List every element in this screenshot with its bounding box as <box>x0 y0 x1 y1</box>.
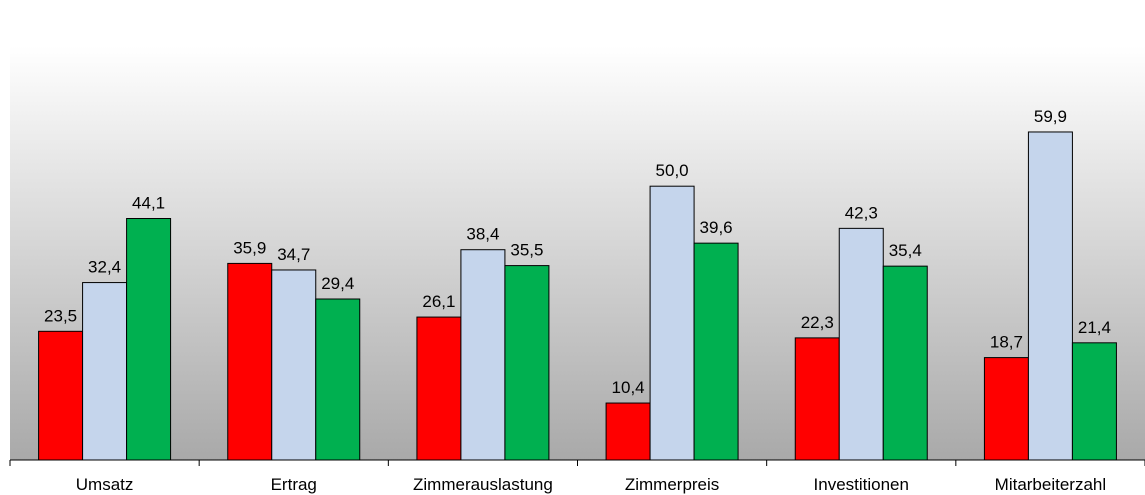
bar <box>794 337 840 461</box>
bar <box>882 265 928 461</box>
bar <box>693 242 739 461</box>
x-tick-label: Zimmerpreis <box>625 475 719 494</box>
bar <box>1027 131 1073 461</box>
bar <box>315 298 361 461</box>
bar <box>983 357 1029 461</box>
value-label: 59,9 <box>1034 107 1067 126</box>
value-label: 34,7 <box>277 245 310 264</box>
value-label: 35,9 <box>233 238 266 257</box>
value-label: 21,4 <box>1078 318 1111 337</box>
x-tick-label: Umsatz <box>76 475 134 494</box>
value-label: 35,4 <box>889 241 922 260</box>
bar <box>1071 342 1117 461</box>
bar <box>38 330 84 461</box>
bar <box>227 262 273 461</box>
bar <box>271 269 317 461</box>
bar <box>82 282 128 461</box>
bar <box>460 249 506 461</box>
bar <box>126 218 172 461</box>
value-label: 26,1 <box>422 292 455 311</box>
x-tick-label: Mitarbeiterzahl <box>995 475 1107 494</box>
x-tick-label: Investitionen <box>814 475 909 494</box>
value-label: 38,4 <box>466 225 499 244</box>
bar <box>416 316 462 461</box>
plot-background <box>10 0 1145 460</box>
value-label: 10,4 <box>612 378 645 397</box>
value-label: 29,4 <box>321 274 354 293</box>
bar <box>504 265 550 461</box>
x-tick-label: Ertrag <box>271 475 317 494</box>
value-label: 39,6 <box>700 218 733 237</box>
value-label: 50,0 <box>656 161 689 180</box>
value-label: 18,7 <box>990 333 1023 352</box>
bar <box>649 185 695 461</box>
value-label: 42,3 <box>845 203 878 222</box>
value-label: 44,1 <box>132 194 165 213</box>
value-label: 23,5 <box>44 306 77 325</box>
value-label: 22,3 <box>801 313 834 332</box>
value-label: 32,4 <box>88 258 121 277</box>
bar <box>605 402 651 461</box>
bar <box>838 227 884 461</box>
value-label: 35,5 <box>510 241 543 260</box>
x-tick-label: Zimmerauslastung <box>413 475 553 494</box>
